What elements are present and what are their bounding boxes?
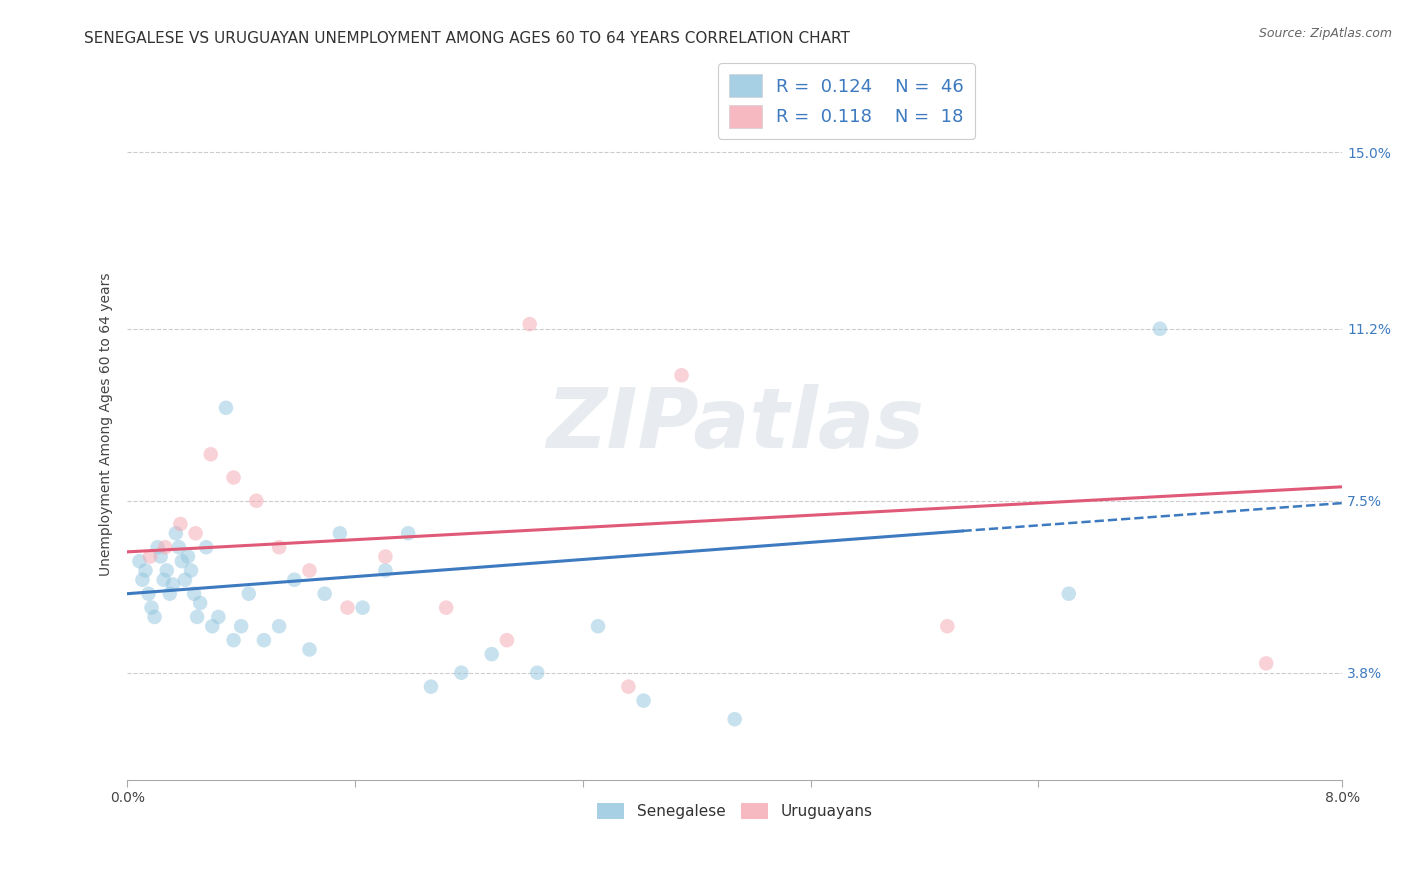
Point: [149, 549, 172, 564]
Point: [186, 610, 208, 624]
Point: [146, 540, 169, 554]
Point: [134, 564, 156, 578]
Point: [519, 317, 541, 331]
Text: Source: ZipAtlas.com: Source: ZipAtlas.com: [1258, 27, 1392, 40]
Point: [231, 619, 253, 633]
Point: [143, 610, 166, 624]
Point: [131, 573, 153, 587]
Point: [170, 554, 193, 568]
Point: [329, 526, 352, 541]
Point: [724, 712, 747, 726]
Point: [269, 540, 291, 554]
Point: [481, 647, 503, 661]
Point: [1256, 657, 1278, 671]
Point: [156, 564, 179, 578]
Point: [167, 540, 190, 554]
Point: [314, 587, 336, 601]
Point: [155, 540, 177, 554]
Point: [139, 549, 162, 564]
Point: [396, 526, 419, 541]
Point: [298, 642, 321, 657]
Point: [298, 564, 321, 578]
Point: [215, 401, 238, 415]
Point: [1149, 322, 1171, 336]
Point: [188, 596, 211, 610]
Point: [159, 587, 181, 601]
Point: [238, 587, 260, 601]
Point: [1057, 587, 1080, 601]
Point: [526, 665, 548, 680]
Point: [195, 540, 218, 554]
Point: [222, 633, 245, 648]
Point: [184, 526, 207, 541]
Point: [177, 549, 200, 564]
Point: [336, 600, 359, 615]
Point: [633, 693, 655, 707]
Text: ZIPatlas: ZIPatlas: [546, 384, 924, 465]
Point: [269, 619, 291, 633]
Point: [200, 447, 222, 461]
Point: [420, 680, 443, 694]
Y-axis label: Unemployment Among Ages 60 to 64 years: Unemployment Among Ages 60 to 64 years: [100, 272, 114, 576]
Point: [138, 587, 160, 601]
Point: [450, 665, 472, 680]
Point: [586, 619, 609, 633]
Point: [183, 587, 205, 601]
Point: [207, 610, 229, 624]
Point: [152, 573, 174, 587]
Point: [496, 633, 519, 648]
Point: [434, 600, 457, 615]
Point: [936, 619, 959, 633]
Point: [169, 516, 191, 531]
Text: SENEGALESE VS URUGUAYAN UNEMPLOYMENT AMONG AGES 60 TO 64 YEARS CORRELATION CHART: SENEGALESE VS URUGUAYAN UNEMPLOYMENT AMO…: [84, 31, 851, 46]
Point: [671, 368, 693, 383]
Point: [162, 577, 184, 591]
Point: [180, 564, 202, 578]
Point: [222, 470, 245, 484]
Point: [128, 554, 150, 568]
Point: [352, 600, 374, 615]
Legend: Senegalese, Uruguayans: Senegalese, Uruguayans: [591, 797, 879, 825]
Point: [245, 493, 267, 508]
Point: [201, 619, 224, 633]
Point: [141, 600, 163, 615]
Point: [374, 564, 396, 578]
Point: [374, 549, 396, 564]
Point: [617, 680, 640, 694]
Point: [253, 633, 276, 648]
Point: [165, 526, 187, 541]
Point: [283, 573, 305, 587]
Point: [174, 573, 197, 587]
